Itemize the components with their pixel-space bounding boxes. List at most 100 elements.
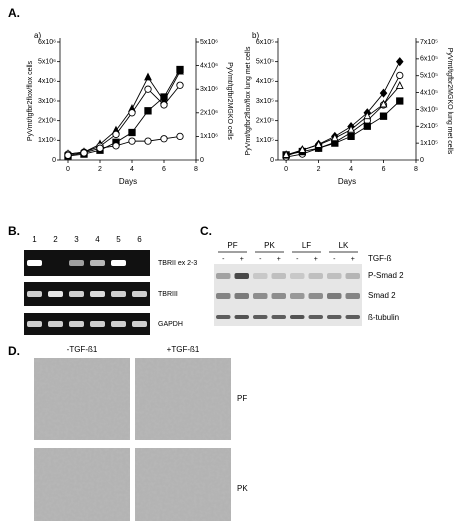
panel-label: C. <box>200 224 212 238</box>
y-tick-label: 4x10⁶ <box>38 78 56 85</box>
gel-band <box>27 321 42 327</box>
y-tick-label: 3x10⁵ <box>256 98 274 105</box>
y2-tick-label: 5x10⁶ <box>200 39 218 46</box>
blot-band <box>308 315 323 319</box>
marker <box>128 137 136 145</box>
marker <box>112 142 120 150</box>
blot-band <box>253 315 268 319</box>
y-tick-label: 2x10⁵ <box>256 118 274 125</box>
y2-tick-label: 6x10⁵ <box>420 56 438 63</box>
y-tick-label: 1x10⁵ <box>256 137 274 144</box>
marker <box>160 135 168 143</box>
y-tick-label: 5x10⁵ <box>256 59 274 66</box>
gel-band <box>132 291 147 297</box>
marker <box>128 128 136 137</box>
marker <box>396 97 404 105</box>
marker <box>282 150 291 158</box>
gel-image <box>24 282 150 306</box>
gel-band <box>111 321 126 327</box>
marker <box>112 130 120 139</box>
lane-label: 1 <box>32 235 37 244</box>
blot-band <box>327 273 342 279</box>
marker <box>379 88 388 98</box>
marker <box>96 144 104 152</box>
micrograph-texture <box>34 448 130 521</box>
blot-band <box>345 293 360 299</box>
marker <box>395 57 404 67</box>
marker <box>347 124 355 133</box>
blot-row-label: Smad 2 <box>368 291 396 300</box>
marker <box>160 101 168 109</box>
y-tick-label: 1x10⁶ <box>38 137 56 144</box>
blot-band <box>234 315 249 319</box>
blot-band <box>253 293 268 299</box>
marker <box>347 132 355 141</box>
sign-label: - <box>259 256 262 263</box>
blot-band <box>253 273 268 279</box>
blot-band <box>290 315 305 319</box>
lane-label: 3 <box>74 235 79 244</box>
marker <box>396 71 404 80</box>
panel-label: A. <box>8 6 20 20</box>
x-tick-label: 4 <box>349 166 353 173</box>
gel-band <box>69 291 84 297</box>
panel-label: D. <box>8 344 20 358</box>
gel-row-label: TBRIII <box>158 291 178 298</box>
marker <box>176 132 184 141</box>
x-axis-label: Days <box>119 177 137 186</box>
y2-tick-label: 4x10⁶ <box>200 62 218 69</box>
x-tick-label: 6 <box>382 166 386 173</box>
blot-band <box>290 293 305 299</box>
micrograph-texture <box>135 358 231 440</box>
y2-tick-label: 2x10⁶ <box>200 110 218 117</box>
y2-tick-label: 1x10⁶ <box>200 133 218 140</box>
x-tick-label: 0 <box>66 166 70 173</box>
row-label: PK <box>237 484 248 493</box>
x-tick-label: 2 <box>317 166 321 173</box>
y2-tick-label: 7x10⁵ <box>420 39 438 46</box>
gel-band <box>90 260 105 266</box>
blot-band <box>345 315 360 319</box>
blot-row-label: P-Smad 2 <box>368 271 404 280</box>
blot-band <box>327 315 342 319</box>
lane-label: 4 <box>95 235 100 244</box>
sign-label: + <box>240 256 244 263</box>
group-label: LK <box>339 241 349 250</box>
y2-axis-label: PyVmt/tgfbr2MGKO cells <box>226 62 233 140</box>
blot-band <box>216 293 231 299</box>
gel-image <box>24 250 150 276</box>
sign-label: + <box>351 256 355 263</box>
sign-label: - <box>296 256 299 263</box>
blot-band <box>234 273 249 279</box>
gel-band <box>27 260 42 266</box>
micrograph-texture <box>34 358 130 440</box>
sign-label: + <box>277 256 281 263</box>
x-tick-label: 0 <box>284 166 288 173</box>
blot-band <box>271 293 286 299</box>
y2-tick-label: 5x10⁵ <box>420 73 438 80</box>
gel-row-label: GAPDH <box>158 321 183 328</box>
blot-band <box>290 273 305 279</box>
y-tick-label: 3x10⁶ <box>38 98 56 105</box>
y2-tick-label: 2x10⁵ <box>420 123 438 130</box>
x-tick-label: 2 <box>98 166 102 173</box>
blot-band <box>308 273 323 279</box>
y-axis-label: PyVmt/tgfbr2flox/flox lung met cells <box>245 46 252 155</box>
y-tick-label: 6x10⁵ <box>256 39 274 46</box>
gel-band <box>111 260 126 266</box>
y2-tick-label: 4x10⁵ <box>420 89 438 96</box>
marker <box>144 137 152 145</box>
treatment-label: TGF-ß <box>368 254 392 263</box>
marker <box>395 80 404 89</box>
marker <box>64 151 72 159</box>
gel-band <box>48 291 63 297</box>
x-tick-label: 8 <box>194 166 198 173</box>
x-tick-label: 4 <box>130 166 134 173</box>
panel-label: B. <box>8 224 20 238</box>
y2-tick-label: 1x10⁵ <box>420 140 438 147</box>
column-label: -TGF-ß1 <box>67 345 98 354</box>
y-tick-label: 6x10⁶ <box>38 39 56 46</box>
column-label: +TGF-ß1 <box>167 345 200 354</box>
marker <box>379 112 388 120</box>
